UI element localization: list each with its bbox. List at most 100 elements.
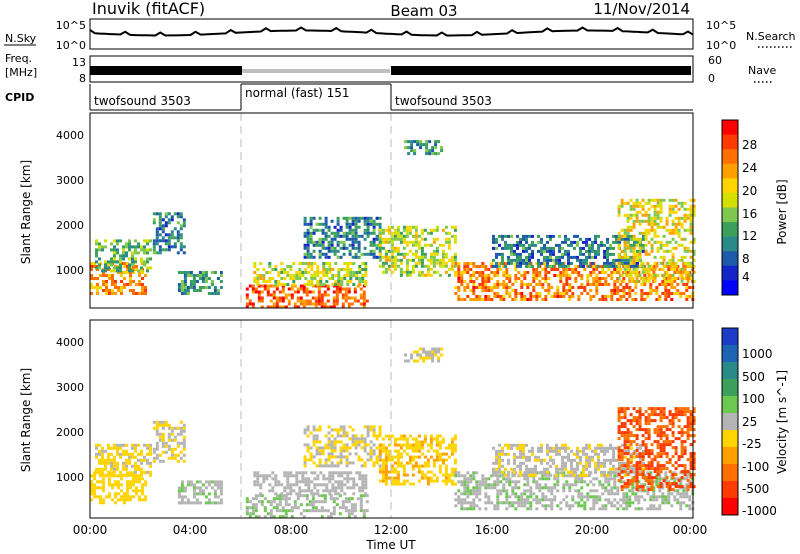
velocity-cell xyxy=(538,489,542,493)
velocity-cell xyxy=(528,449,531,453)
velocity-cell xyxy=(372,452,376,456)
power-cell xyxy=(393,234,397,238)
velocity-cell xyxy=(585,461,588,465)
power-cell xyxy=(517,277,521,280)
velocity-cell xyxy=(289,471,293,475)
velocity-cell xyxy=(152,450,156,454)
power-cell xyxy=(668,231,672,235)
power-cell xyxy=(466,295,470,298)
velocity-cell xyxy=(102,501,105,505)
power-cell xyxy=(540,252,543,256)
velocity-cell xyxy=(531,452,534,456)
power-cell xyxy=(384,237,388,241)
velocity-cell xyxy=(438,464,442,468)
power-cell xyxy=(659,207,663,211)
power-cell xyxy=(336,243,340,247)
velocity-cell xyxy=(362,509,366,513)
power-cell xyxy=(510,261,513,265)
power-cell xyxy=(429,255,433,259)
power-cell xyxy=(378,222,382,226)
velocity-cell xyxy=(620,458,624,462)
power-cell xyxy=(450,267,454,271)
velocity-cell xyxy=(629,413,633,417)
power-cell xyxy=(342,231,346,235)
power-cell xyxy=(680,279,684,283)
power-cell xyxy=(213,286,217,289)
velocity-cell xyxy=(107,470,110,474)
power-cell xyxy=(632,252,636,256)
velocity-cell xyxy=(444,473,448,477)
power-cell xyxy=(499,298,503,301)
power-cell xyxy=(299,296,303,300)
velocity-cell xyxy=(577,477,581,481)
velocity-cell xyxy=(612,467,615,471)
velocity-cell xyxy=(671,413,675,417)
velocity-cell xyxy=(680,446,684,450)
power-cell xyxy=(183,274,187,277)
power-cell xyxy=(653,219,657,223)
power-cell xyxy=(323,293,327,297)
velocity-cell xyxy=(426,476,430,480)
power-cell xyxy=(680,204,684,208)
velocity-cell xyxy=(498,455,501,459)
power-cell xyxy=(352,283,356,286)
velocity-cell xyxy=(140,473,143,477)
velocity-cell xyxy=(423,434,427,438)
power-cell xyxy=(686,216,690,220)
power-cell xyxy=(460,283,464,286)
power-cell xyxy=(396,249,400,253)
power-cell xyxy=(571,268,575,271)
power-cell xyxy=(326,287,330,291)
velocity-cell xyxy=(96,495,99,499)
power-cell xyxy=(309,240,313,244)
power-cell xyxy=(287,293,291,297)
nsky-tick-high: 10^5 xyxy=(56,19,86,32)
power-cell xyxy=(594,255,597,259)
velocity-cell xyxy=(302,494,306,498)
power-cell xyxy=(126,262,129,265)
velocity-cell xyxy=(318,458,322,462)
velocity-cell xyxy=(435,440,439,444)
power-cell xyxy=(588,264,591,268)
velocity-cell xyxy=(659,413,663,417)
power-cell xyxy=(260,305,264,309)
velocity-cell xyxy=(135,489,138,493)
velocity-cell xyxy=(189,483,193,487)
velocity-cell xyxy=(582,473,585,477)
velocity-cell xyxy=(93,477,96,481)
power-cell xyxy=(647,240,651,244)
power-cell xyxy=(601,295,605,298)
power-cell xyxy=(161,227,165,231)
power-cell xyxy=(378,216,382,220)
velocity-cell xyxy=(423,464,427,468)
power-cell xyxy=(164,233,168,237)
power-cell xyxy=(516,246,519,250)
power-cell xyxy=(302,290,306,294)
power-cell xyxy=(93,265,96,268)
power-cell xyxy=(595,289,599,292)
power-cell xyxy=(582,252,585,256)
power-cell xyxy=(466,265,470,268)
velocity-cell xyxy=(649,474,653,478)
velocity-cell xyxy=(350,503,354,507)
power-cell xyxy=(604,295,608,298)
power-cell xyxy=(324,237,328,241)
velocity-cell xyxy=(363,443,367,447)
power-cell xyxy=(413,152,417,156)
velocity-cell xyxy=(322,474,326,478)
velocity-cell xyxy=(343,477,347,481)
power-cell xyxy=(564,252,567,256)
power-cell xyxy=(534,243,537,247)
velocity-cell xyxy=(546,452,549,456)
power-cell xyxy=(192,277,196,280)
power-cell xyxy=(670,292,674,295)
power-cell xyxy=(265,271,269,274)
power-cell xyxy=(293,302,297,306)
velocity-cell xyxy=(134,461,137,465)
velocity-cell xyxy=(369,425,373,429)
power-cell xyxy=(405,252,409,256)
power-cell xyxy=(349,268,353,271)
power-cell xyxy=(271,277,275,280)
power-cell xyxy=(650,198,654,202)
power-cell xyxy=(662,264,666,268)
